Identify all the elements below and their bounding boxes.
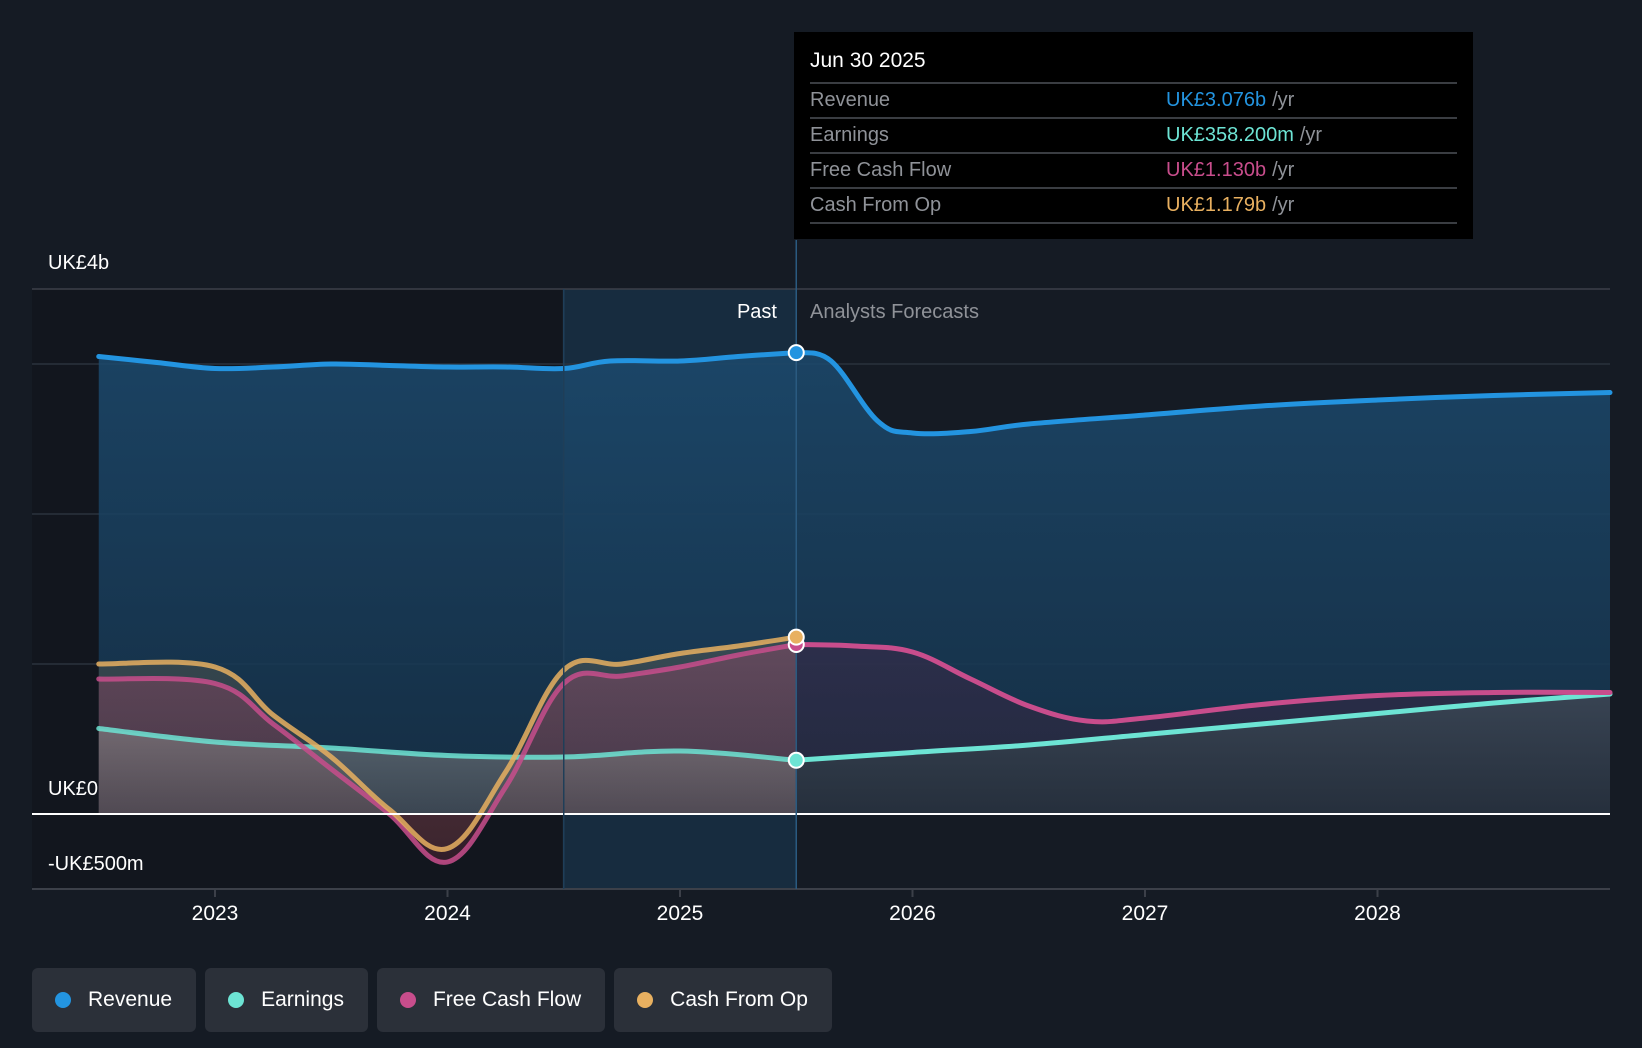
legend-dot-icon	[228, 992, 245, 1008]
y-tick-label-top: UK£4b	[48, 252, 110, 274]
tooltip-unit: /yr	[1272, 159, 1295, 181]
forecast-label: Analysts Forecasts	[810, 301, 979, 323]
legend-item-earnings[interactable]: Earnings	[205, 968, 368, 1032]
tooltip-label: Revenue	[810, 89, 891, 111]
tooltip-row-free-cash-flow: Free Cash Flow UK£1.130b /yr	[810, 154, 1457, 189]
past-label: Past	[736, 301, 777, 323]
legend-item-revenue[interactable]: Revenue	[32, 968, 197, 1032]
x-tick-label: 2024	[424, 902, 471, 925]
cash-from-op-line-past	[96, 634, 799, 852]
y-tick-label-zero: UK£0	[48, 778, 99, 800]
tooltip-value: UK£358.200m	[1166, 124, 1294, 146]
x-tick-label: 2027	[1121, 902, 1169, 925]
earnings-line-past	[96, 726, 799, 763]
x-tick-label: 2025	[656, 902, 704, 925]
x-tick-label: 2026	[889, 902, 936, 925]
tooltip-row-revenue: Revenue UK£3.076b /yr	[810, 84, 1457, 119]
legend: Revenue Earnings Free Cash Flow Cash Fro…	[32, 968, 832, 1032]
tooltip-unit: /yr	[1272, 89, 1295, 111]
tooltip-date: Jun 30 2025	[810, 46, 1457, 84]
tooltip-unit: /yr	[1299, 124, 1323, 146]
x-tick-label: 2028	[1354, 902, 1401, 925]
legend-label: Earnings	[261, 988, 344, 1011]
earnings-forecast-area	[796, 694, 1610, 814]
tooltip-label: Free Cash Flow	[810, 159, 952, 181]
revenue-marker	[787, 344, 805, 362]
tooltip-value: UK£1.179b	[1166, 194, 1267, 216]
legend-dot-icon	[55, 992, 71, 1008]
legend-label: Revenue	[88, 988, 173, 1011]
earnings-line-forecast	[793, 691, 1613, 763]
tooltip-row-earnings: Earnings UK£358.200m /yr	[810, 119, 1457, 154]
tooltip-unit: /yr	[1272, 194, 1295, 216]
legend-item-free-cash-flow[interactable]: Free Cash Flow	[376, 968, 606, 1032]
tooltip-value: UK£1.130b	[1166, 159, 1267, 181]
legend-label: Free Cash Flow	[432, 988, 582, 1011]
revenue-area	[98, 352, 1610, 814]
tooltip-value: UK£3.076b	[1166, 89, 1267, 111]
tooltip-label: Cash From Op	[810, 194, 942, 216]
legend-item-cash-from-op[interactable]: Cash From Op	[614, 968, 832, 1032]
earnings-marker	[787, 751, 805, 769]
tooltip-label: Earnings	[810, 124, 889, 146]
revenue-line-forecast	[793, 350, 1613, 437]
legend-dot-icon	[637, 992, 654, 1008]
free-cash-flow-line-forecast	[793, 642, 1613, 725]
free-cash-flow-line-past	[96, 642, 799, 865]
tooltip: Jun 30 2025 Revenue UK£3.076b /yr Earnin…	[794, 32, 1473, 239]
legend-label: Cash From Op	[670, 988, 808, 1011]
y-tick-label-bottom: -UK£500m	[48, 853, 144, 875]
x-tick-label: 2023	[191, 902, 239, 925]
cash-from-op-marker	[787, 628, 805, 646]
revenue-line-past	[96, 350, 799, 372]
earnings-past-area	[98, 728, 797, 814]
tooltip-row-cash-from-op: Cash From Op UK£1.179b /yr	[810, 189, 1457, 224]
legend-dot-icon	[399, 992, 416, 1008]
